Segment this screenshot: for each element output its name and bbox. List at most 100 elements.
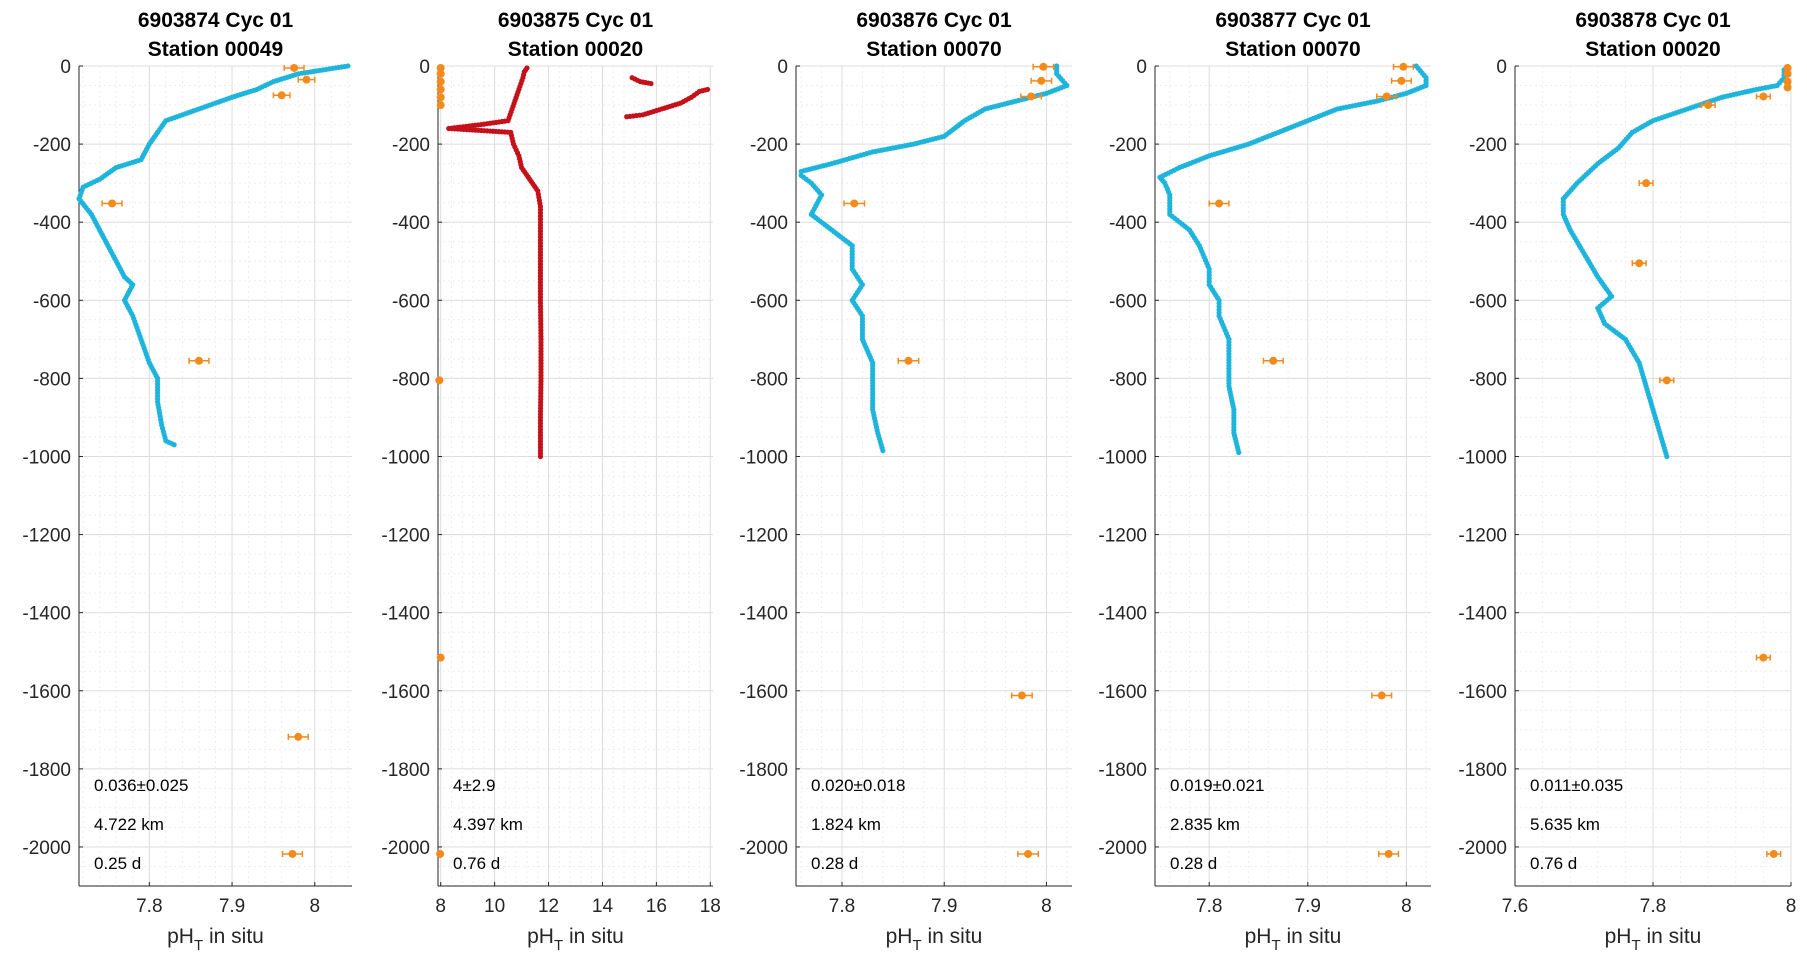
bottle-point (1704, 101, 1713, 110)
chart-title-line2: Station 00049 (148, 38, 283, 61)
bottle-point (436, 85, 445, 94)
chart-title-line1: 6903877 Cyc 01 (1215, 9, 1371, 32)
x-tick-label: 7.9 (219, 896, 245, 917)
y-tick-label: -1600 (22, 682, 71, 703)
x-tick-label: 8 (1401, 896, 1412, 917)
bottle-point (1377, 691, 1386, 700)
annotation-2: 4.722 km (94, 815, 164, 834)
y-tick-label: -400 (750, 213, 788, 234)
bottle-point (1783, 69, 1792, 78)
y-tick-label: -1800 (22, 760, 71, 781)
x-tick-label: 10 (484, 896, 505, 917)
profile-point (648, 80, 654, 87)
bottle-point (277, 91, 286, 100)
bottle-point (1783, 83, 1792, 92)
y-tick-label: -2000 (739, 838, 788, 859)
bottle-point (1215, 199, 1224, 208)
y-tick-label: -600 (33, 291, 71, 312)
annotation-2: 1.824 km (811, 815, 881, 834)
bottle-point (436, 101, 445, 110)
bottle-point (1024, 849, 1033, 858)
y-tick-label: -1200 (739, 526, 788, 547)
profile-point (1236, 449, 1242, 456)
y-tick-label: -1200 (22, 526, 71, 547)
bottle-point (294, 732, 303, 741)
y-tick-label: -1000 (381, 447, 430, 468)
y-tick-label: 0 (419, 57, 430, 78)
y-tick-label: -1000 (1458, 447, 1507, 468)
bottle-point (1783, 63, 1792, 72)
y-tick-label: -1600 (1458, 682, 1507, 703)
bottle-point (1635, 259, 1644, 268)
y-tick-label: -1800 (381, 760, 430, 781)
y-tick-label: 0 (1496, 57, 1507, 78)
bottle-point (436, 93, 445, 102)
x-tick-label: 8 (1041, 896, 1052, 917)
x-tick-label: 12 (538, 896, 559, 917)
annotation-1: 4±2.9 (453, 776, 495, 795)
x-tick-label: 7.9 (931, 896, 957, 917)
x-tick-label: 14 (592, 896, 614, 917)
x-axis-label: pHT in situ (527, 925, 624, 954)
panel-4: 0 -200 -400 -600 -800 -1000 -1200 -1400 -1600 -18… (1098, 9, 1431, 954)
bottle-point (435, 376, 444, 385)
profile-point (1664, 453, 1670, 460)
annotation-3: 0.28 d (1170, 854, 1217, 873)
chart-title-line2: Station 00020 (508, 38, 643, 61)
x-axis-label: pHT in situ (886, 925, 983, 954)
bottle-point (288, 849, 297, 858)
bottle-point (1397, 76, 1406, 85)
y-tick-label: -1000 (1098, 447, 1147, 468)
y-tick-label: 0 (60, 57, 71, 78)
y-tick-label: -2000 (1458, 838, 1507, 859)
profile-point (705, 86, 711, 93)
x-tick-label: 7.9 (1295, 896, 1321, 917)
y-tick-label: -1600 (739, 682, 788, 703)
y-tick-label: -1400 (381, 604, 430, 625)
annotation-1: 0.019±0.021 (1170, 776, 1264, 795)
y-tick-label: -200 (1469, 135, 1507, 156)
x-tick-label: 18 (700, 896, 721, 917)
panel-2: 0 -200 -400 -600 -800 -1000 -1200 -1400 -1600 -18… (381, 9, 720, 954)
y-tick-label: -800 (33, 369, 71, 390)
profile-point (171, 442, 177, 448)
y-tick-label: -1400 (1098, 604, 1147, 625)
bottle-point (1027, 92, 1036, 101)
y-tick-label: -1000 (739, 447, 788, 468)
x-tick-label: 8 (1786, 896, 1797, 917)
bottle-point (1269, 356, 1278, 365)
annotation-3: 0.28 d (811, 854, 858, 873)
y-tick-label: -1400 (739, 604, 788, 625)
x-axis-label: pHT in situ (1245, 925, 1342, 954)
bottle-point (1382, 92, 1391, 101)
annotation-2: 5.635 km (1530, 815, 1600, 834)
annotation-1: 0.020±0.018 (811, 776, 905, 795)
chart-title-line1: 6903878 Cyc 01 (1575, 9, 1731, 32)
y-tick-label: 0 (1136, 57, 1147, 78)
bottle-point (436, 69, 445, 78)
annotation-2: 4.397 km (453, 815, 523, 834)
annotation-1: 0.011±0.035 (1530, 776, 1623, 795)
y-tick-label: -1800 (1098, 760, 1147, 781)
y-tick-label: -600 (750, 291, 788, 312)
y-tick-label: -1200 (381, 526, 430, 547)
bottle-point (1642, 179, 1651, 188)
x-tick-label: 7.6 (1502, 896, 1528, 917)
x-tick-label: 8 (309, 896, 320, 917)
y-tick-label: -1400 (22, 604, 71, 625)
y-tick-label: -200 (750, 135, 788, 156)
y-tick-label: -800 (1109, 369, 1147, 390)
y-tick-label: -400 (1109, 213, 1147, 234)
profile-point (798, 168, 804, 175)
y-tick-label: -1200 (1098, 526, 1147, 547)
y-tick-label: -2000 (381, 838, 430, 859)
profile-point (880, 448, 886, 454)
y-tick-label: -2000 (1098, 838, 1147, 859)
chart-title-line2: Station 00070 (866, 38, 1001, 61)
bottle-point (302, 75, 311, 84)
x-tick-label: 7.8 (136, 896, 162, 917)
y-tick-label: -1000 (22, 447, 71, 468)
x-axis-label: pHT in situ (167, 925, 264, 954)
y-tick-label: -600 (392, 291, 430, 312)
bottle-point (1662, 376, 1671, 385)
